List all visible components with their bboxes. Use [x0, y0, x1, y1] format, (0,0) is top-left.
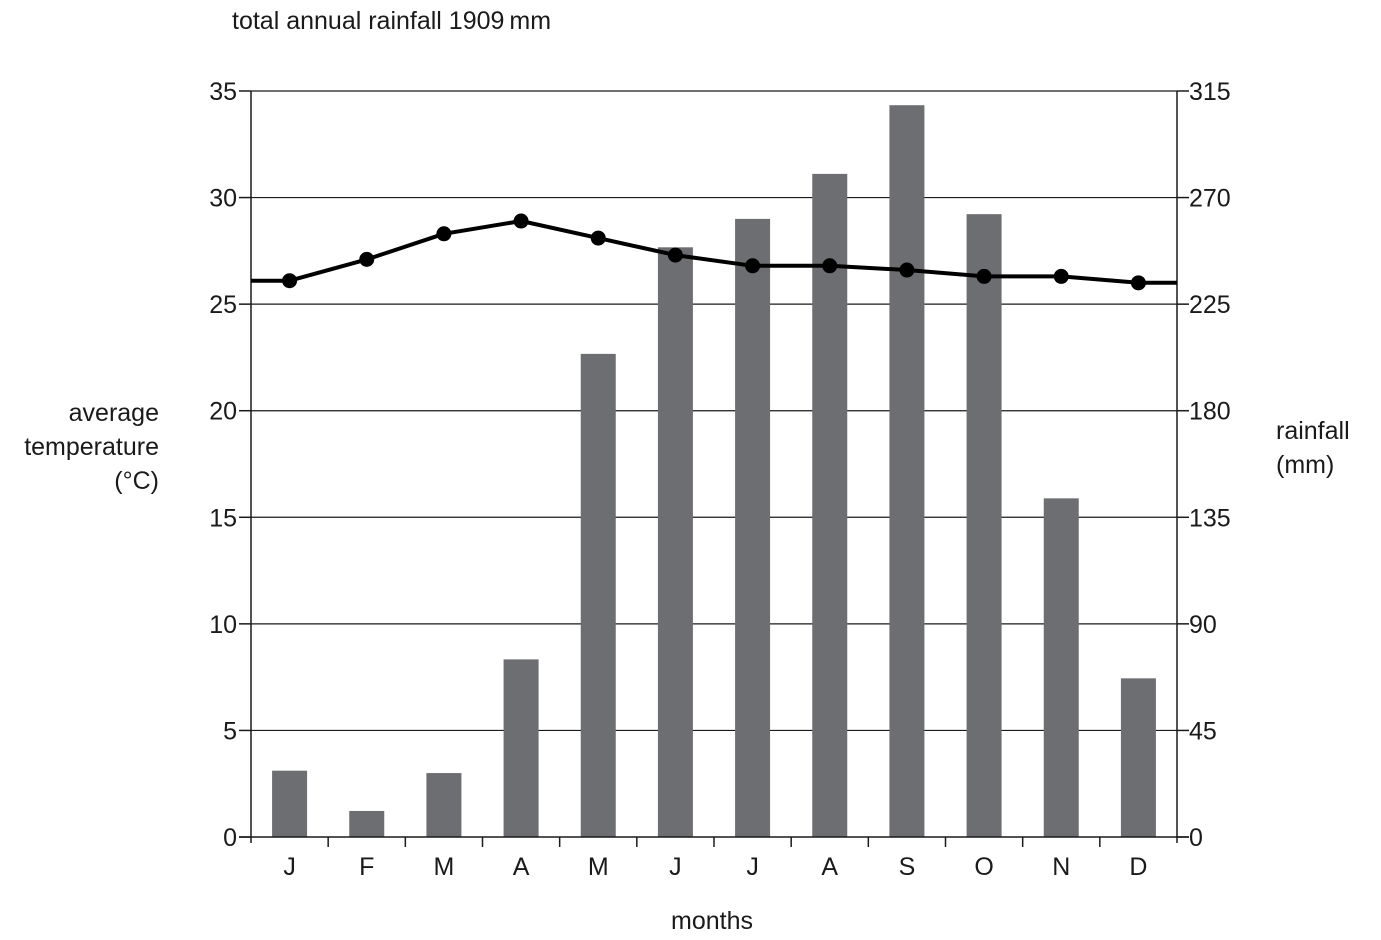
rain-bar	[812, 173, 848, 837]
rain-bar	[735, 218, 771, 837]
y-axis-right-label-line: rainfall	[1276, 417, 1350, 445]
y-left-tick-label: 30	[209, 185, 237, 213]
y-left-tick-label: 20	[209, 398, 237, 426]
rain-bar	[889, 105, 925, 837]
temperature-point	[1130, 275, 1146, 291]
y-right-tick-label: 270	[1189, 185, 1231, 213]
rain-bar	[272, 770, 308, 837]
y-axis-left-label-line: temperature	[24, 433, 159, 461]
y-left-tick-label: 15	[209, 504, 237, 532]
x-tick-label: N	[1052, 853, 1070, 881]
rain-bar	[426, 773, 462, 837]
y-axis-left-label-line: average	[68, 399, 159, 427]
temperature-point	[513, 213, 529, 229]
y-right-tick-label: 315	[1189, 78, 1231, 106]
y-left-tick-label: 25	[209, 291, 237, 319]
x-tick-label: S	[899, 853, 916, 881]
rain-bar	[580, 353, 616, 837]
x-tick-label: J	[283, 853, 296, 881]
x-tick-label: J	[746, 853, 759, 881]
rain-bar	[1043, 498, 1079, 837]
y-left-tick-label: 0	[223, 824, 237, 852]
y-axis-right-label: rainfall (mm)	[1276, 414, 1350, 482]
y-left-tick-label: 5	[223, 717, 237, 745]
temperature-point	[1053, 268, 1069, 284]
temperature-point	[745, 258, 761, 274]
y-right-tick-label: 225	[1189, 291, 1231, 319]
temperature-point	[899, 262, 915, 278]
y-right-tick-label: 135	[1189, 504, 1231, 532]
y-axis-left-label-line: (°C)	[114, 467, 159, 495]
rain-bar	[503, 659, 539, 837]
temperature-point	[282, 273, 298, 289]
x-tick-label: J	[669, 853, 682, 881]
temperature-point	[822, 258, 838, 274]
rain-bar	[966, 214, 1002, 838]
x-tick-label: F	[359, 853, 374, 881]
y-axis-left-label: average temperature (°C)	[24, 396, 159, 498]
temperature-line	[251, 219, 1177, 285]
x-axis-label: months	[671, 907, 753, 935]
temperature-point	[590, 230, 606, 246]
x-tick-label: A	[821, 853, 838, 881]
x-tick-label: M	[434, 853, 455, 881]
y-right-tick-label: 180	[1189, 398, 1231, 426]
x-tick-label: M	[588, 853, 609, 881]
temperature-point	[976, 268, 992, 284]
y-right-tick-label: 0	[1189, 824, 1203, 852]
x-tick-label: A	[513, 853, 530, 881]
chart-annotation: total annual rainfall 1909 mm	[232, 7, 552, 35]
y-left-tick-label: 35	[209, 78, 237, 106]
rain-bar	[349, 810, 385, 837]
y-axis-right-label-line: (mm)	[1276, 451, 1335, 479]
y-left-tick-label: 10	[209, 611, 237, 639]
temperature-point	[359, 251, 375, 267]
rain-bar	[1120, 678, 1156, 837]
x-tick-label: D	[1129, 853, 1147, 881]
y-right-tick-label: 45	[1189, 717, 1217, 745]
x-tick-label: O	[974, 853, 993, 881]
y-right-tick-label: 90	[1189, 611, 1217, 639]
temperature-point	[667, 247, 683, 263]
temperature-point	[436, 226, 452, 242]
rain-bar	[657, 247, 693, 838]
